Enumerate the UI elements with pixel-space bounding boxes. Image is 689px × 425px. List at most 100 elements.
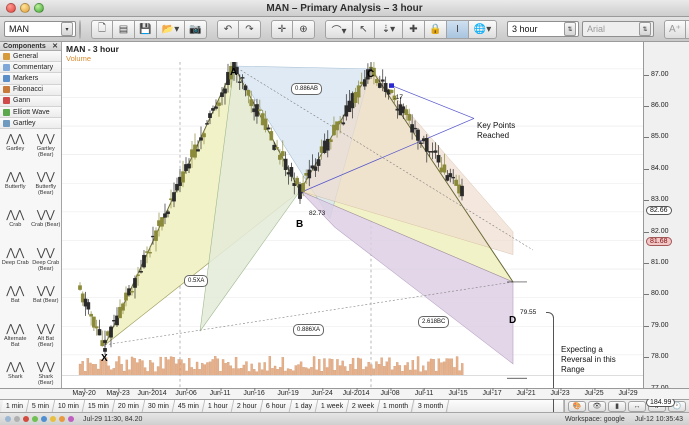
timeframe-tab-bar[interactable]: 1 min 5 min 10 min 15 min 20 min 30 min 45 min… (0, 399, 689, 412)
chevron-updown-icon[interactable]: ⇅ (564, 22, 576, 36)
annotation-text-3: Reversal in this (561, 355, 616, 364)
timeframe-tab-45-min[interactable]: 45 min (173, 400, 206, 412)
redo-button[interactable]: ↷ (239, 19, 261, 39)
refresh-button[interactable] (79, 19, 81, 39)
crosshair-tool-button[interactable]: ✛ (271, 19, 293, 39)
palette-item-alternate-bat[interactable]: ⋀⋀ Alternate Bat (0, 323, 31, 361)
palette-item-crab[interactable]: ⋀⋀ Crab (0, 209, 31, 247)
timeframe-tab-15-min[interactable]: 15 min (82, 400, 116, 412)
palette-item-deep-crab-bear-[interactable]: ⋁⋁ Deep Crab (Bear) (31, 247, 62, 285)
chevron-updown-icon-2[interactable]: ⇅ (639, 22, 651, 36)
window-controls[interactable] (0, 3, 44, 13)
app-icon-3[interactable] (23, 416, 29, 422)
timeframe-tab-6-hour[interactable]: 6 hour (260, 400, 293, 412)
palette-item-gartley[interactable]: ⋀⋀ Gartley (0, 133, 31, 171)
pattern-icon: ⋁⋁ (36, 322, 55, 336)
grid-view-button[interactable]: ▤ (113, 19, 135, 39)
timeframe-tab-5-min[interactable]: 5 min (26, 400, 56, 412)
palette-item-alt-bat-bear-[interactable]: ⋁⋁ Alt Bat (Bear) (31, 323, 62, 361)
palette-item-shark[interactable]: ⋀⋀ Shark (0, 361, 31, 388)
timeframe-tab-1-week[interactable]: 1 week (315, 400, 350, 412)
palette-item-gartley-bear-[interactable]: ⋁⋁ Gartley (Bear) (31, 133, 62, 171)
drawing-group[interactable]: ⌒▾ ↖ ⇣▾ ✚ 🔒 I 🌐▾ (325, 19, 497, 39)
palette-category-fibonacci[interactable]: Fibonacci (0, 84, 61, 96)
close-icon[interactable]: ✕ (52, 43, 58, 50)
palette-category-list[interactable]: General Commentary Markers Fibonacci Gann Ell… (0, 51, 61, 130)
timeframe-tab-2-hour[interactable]: 2 hour (231, 400, 264, 412)
palette-category-commentary[interactable]: Commentary (0, 62, 61, 74)
palette-category-general[interactable]: General (0, 51, 61, 63)
timeframe-tab-1-month[interactable]: 1 month (378, 400, 415, 412)
palette-item-deep-crab[interactable]: ⋀⋀ Deep Crab (0, 247, 31, 285)
add-drawing-button[interactable]: ✚ (403, 19, 425, 39)
font-select[interactable]: Arial ⇅ (582, 21, 654, 37)
increase-font-button[interactable]: A⁺ (664, 19, 686, 39)
category-icon (3, 52, 10, 60)
pin-tool-button[interactable]: ⇣▾ (375, 19, 403, 39)
list-button[interactable]: ▮ (608, 400, 626, 412)
zoom-window-button[interactable] (34, 3, 44, 13)
timeframe-tab-20-min[interactable]: 20 min (113, 400, 146, 412)
timeframe-tab-1-hour[interactable]: 1 hour (203, 400, 235, 412)
palette-item-butterfly-bear-[interactable]: ⋁⋁ Butterfly (Bear) (31, 171, 62, 209)
app-icon-4[interactable] (32, 416, 38, 422)
app-icon-2[interactable] (14, 416, 20, 422)
timeframe-tab-10-min[interactable]: 10 min (52, 400, 86, 412)
magnet-tool-button[interactable]: ⌒▾ (325, 19, 353, 39)
app-icon-5[interactable] (41, 416, 47, 422)
timeframe-tab-2-week[interactable]: 2 week (346, 400, 381, 412)
open-folder-button[interactable]: 📂▾ (157, 19, 185, 39)
add-indicator-button[interactable]: ⊕ (293, 19, 315, 39)
palette-category-gartley[interactable]: Gartley (0, 118, 61, 130)
visibility-eye-button[interactable]: 👁 (588, 400, 606, 412)
app-icon-7[interactable] (59, 416, 65, 422)
app-icon-6[interactable] (50, 416, 56, 422)
palette-item-crab-bear-[interactable]: ⋁⋁ Crab (Bear) (31, 209, 62, 247)
decrease-font-button[interactable]: a⁻ (686, 19, 689, 39)
app-icon-8[interactable] (68, 416, 74, 422)
main-toolbar[interactable]: MAN ▾ 🗋 ▤ 💾 📂▾ 📷 ↶ ↷ ✛ ⊕ ⌒▾ ↖ ⇣▾ ✚ 🔒 (0, 17, 689, 42)
undo-button[interactable]: ↶ (217, 19, 239, 39)
timeframe-tab-1-day[interactable]: 1 day (289, 400, 319, 412)
pointer-tool-button[interactable]: ↖ (353, 19, 375, 39)
fit-width-button[interactable]: ↔ (628, 400, 646, 412)
globe-button[interactable]: 🌐▾ (469, 19, 497, 39)
file-button-group[interactable]: 🗋 ▤ 💾 📂▾ 📷 (91, 19, 207, 39)
time-axis[interactable]: May-20 May-23 Jun-2014 Jun-06 Jun-11 Jun-16 Ju… (0, 388, 689, 399)
time-tick: Jun-19 (277, 388, 299, 397)
palette-item-shark-bear-[interactable]: ⋁⋁ Shark (Bear) (31, 361, 62, 388)
close-window-button[interactable] (6, 3, 16, 13)
pattern-icon: ⋀⋀ (6, 170, 25, 184)
minimize-window-button[interactable] (20, 3, 30, 13)
new-document-button[interactable]: 🗋 (91, 19, 113, 39)
palette-item-bat[interactable]: ⋀⋀ Bat (0, 285, 31, 323)
save-button[interactable]: 💾 (135, 19, 157, 39)
pattern-icon: ⋁⋁ (36, 132, 55, 146)
price-axis[interactable]: 87.00 86.00 85.00 84.00 83.00 82.00 81.00 80.00… (643, 42, 689, 407)
timeframe-tab-30-min[interactable]: 30 min (143, 400, 176, 412)
symbol-input[interactable]: MAN ▾ (4, 21, 76, 37)
palette-item-butterfly[interactable]: ⋀⋀ Butterfly (0, 171, 31, 209)
palette-category-elliott-wave[interactable]: Elliott Wave (0, 106, 61, 119)
undo-redo-group[interactable]: ↶ ↷ (217, 19, 261, 39)
components-palette[interactable]: Components ✕ General Commentary Markers Fib… (0, 42, 62, 388)
pattern-icon: ⋁⋁ (36, 284, 55, 298)
chart-plot-area[interactable]: X A B C D 0.886AB 0.5XA 0.886XA 2.618BC .17 82.73 7… (62, 62, 643, 423)
timeframe-tab-1-min[interactable]: 1 min (0, 400, 30, 412)
text-tool-button[interactable]: I (447, 19, 469, 39)
app-icon-1[interactable] (5, 416, 11, 422)
timeframe-tab-3-month[interactable]: 3 month (412, 400, 450, 412)
palette-item-bat-bear-[interactable]: ⋁⋁ Bat (Bear) (31, 285, 62, 323)
camera-snapshot-button[interactable]: 📷 (185, 19, 207, 39)
lock-drawing-button[interactable]: 🔒 (425, 19, 447, 39)
palette-item-label: Gartley (6, 146, 25, 153)
font-size-group[interactable]: A⁺ a⁻ (664, 19, 689, 39)
tool-group[interactable]: ✛ ⊕ (271, 19, 315, 39)
timeframe-select[interactable]: 3 hour ⇅ (507, 21, 579, 37)
palette-item-grid[interactable]: ⋀⋀ Gartley ⋁⋁ Gartley (Bear) ⋀⋀ Butterfly ⋁⋁ Bu… (0, 129, 61, 388)
palette-category-gann[interactable]: Gann (0, 95, 61, 107)
color-palette-button[interactable]: 🎨 (568, 400, 586, 412)
chevron-down-icon[interactable]: ▾ (61, 22, 73, 36)
palette-category-markers[interactable]: Markers (0, 73, 61, 85)
status-bar: Jul-29 11:30, 84.20 Workspace: google Ju… (0, 412, 689, 425)
